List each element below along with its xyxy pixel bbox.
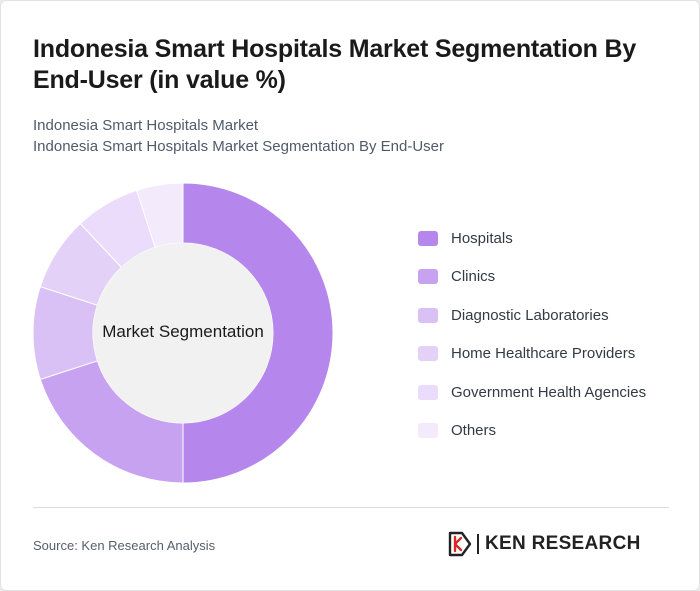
legend-swatch	[418, 346, 438, 361]
logo-wordmark: KEN RESEARCH	[485, 533, 641, 554]
legend-item[interactable]: Government Health Agencies	[418, 381, 646, 403]
chart-subtitle: Indonesia Smart Hospitals Market Indones…	[33, 115, 444, 157]
legend-swatch	[418, 423, 438, 438]
subtitle-line-1: Indonesia Smart Hospitals Market	[33, 117, 259, 134]
subtitle-line-2: Indonesia Smart Hospitals Market Segment…	[33, 138, 445, 155]
legend-swatch	[418, 230, 438, 246]
donut-hole	[93, 243, 273, 423]
legend-swatch	[418, 307, 438, 323]
legend-label: Others	[451, 422, 497, 439]
legend-swatch	[418, 384, 438, 400]
legend-item[interactable]: Home Healthcare Providers	[418, 343, 646, 365]
logo-separator	[477, 534, 479, 554]
legend-label: Home Healthcare Providers	[451, 345, 636, 362]
chart-title: Indonesia Smart Hospitals Market Segment…	[33, 35, 637, 94]
ken-research-logo: KEN RESEARCH	[448, 531, 641, 557]
legend-label: Hospitals	[451, 229, 513, 247]
legend-label: Diagnostic Laboratories	[451, 306, 609, 324]
source-note: Source: Ken Research Analysis	[33, 538, 216, 553]
legend-item[interactable]: Clinics	[418, 266, 646, 288]
legend-item[interactable]: Diagnostic Laboratories	[418, 304, 646, 326]
legend-label: Government Health Agencies	[451, 383, 647, 401]
footer-divider	[33, 507, 669, 508]
legend-item[interactable]: Hospitals	[418, 227, 646, 249]
donut-center-label: Market Segmentation	[102, 322, 264, 341]
legend-swatch	[418, 269, 438, 284]
legend-item[interactable]: Others	[418, 420, 646, 442]
ken-research-k-icon	[448, 531, 472, 557]
donut-chart	[32, 182, 334, 484]
legend-label: Clinics	[451, 268, 496, 285]
chart-legend: Hospitals Clinics Diagnostic Laboratories H…	[418, 227, 646, 458]
